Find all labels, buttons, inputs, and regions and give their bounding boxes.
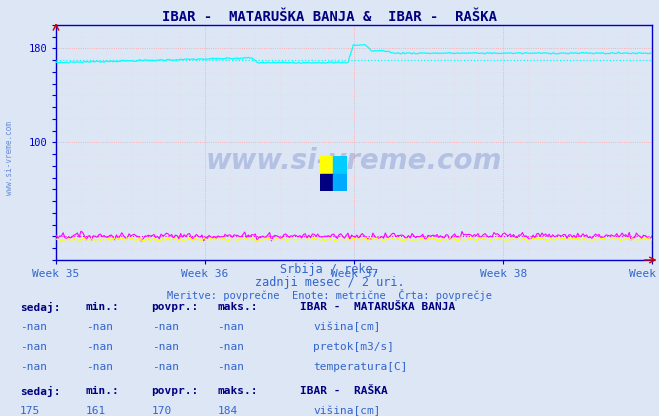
Text: -nan: -nan — [86, 362, 113, 371]
Text: www.si-vreme.com: www.si-vreme.com — [206, 147, 502, 175]
Text: -nan: -nan — [217, 322, 244, 332]
Text: sedaj:: sedaj: — [20, 302, 60, 313]
Text: povpr.:: povpr.: — [152, 302, 199, 312]
Bar — [333, 156, 347, 174]
Text: višina[cm]: višina[cm] — [313, 322, 380, 332]
Text: višina[cm]: višina[cm] — [313, 406, 380, 416]
Text: 175: 175 — [20, 406, 40, 416]
Text: IBAR -  MATARUŠKA BANJA &  IBAR -  RAŠKA: IBAR - MATARUŠKA BANJA & IBAR - RAŠKA — [162, 10, 497, 25]
Text: Meritve: povprečne  Enote: metrične  Črta: povprečje: Meritve: povprečne Enote: metrične Črta:… — [167, 289, 492, 301]
Text: min.:: min.: — [86, 386, 119, 396]
Bar — [320, 174, 333, 191]
Text: IBAR -  MATARUŠKA BANJA: IBAR - MATARUŠKA BANJA — [300, 302, 455, 312]
Bar — [333, 174, 347, 191]
Text: -nan: -nan — [20, 362, 47, 371]
Text: maks.:: maks.: — [217, 386, 258, 396]
Text: IBAR -  RAŠKA: IBAR - RAŠKA — [300, 386, 387, 396]
Text: povpr.:: povpr.: — [152, 386, 199, 396]
Text: -nan: -nan — [217, 362, 244, 371]
Text: min.:: min.: — [86, 302, 119, 312]
Text: -nan: -nan — [152, 322, 179, 332]
Text: zadnji mesec / 2 uri.: zadnji mesec / 2 uri. — [254, 276, 405, 289]
Bar — [320, 156, 333, 174]
Text: 184: 184 — [217, 406, 238, 416]
Text: -nan: -nan — [152, 342, 179, 352]
Text: -nan: -nan — [86, 342, 113, 352]
Text: -nan: -nan — [20, 322, 47, 332]
Text: www.si-vreme.com: www.si-vreme.com — [5, 121, 14, 195]
Text: 170: 170 — [152, 406, 172, 416]
Text: 161: 161 — [86, 406, 106, 416]
Text: -nan: -nan — [217, 342, 244, 352]
Text: -nan: -nan — [86, 322, 113, 332]
Text: -nan: -nan — [152, 362, 179, 371]
Text: pretok[m3/s]: pretok[m3/s] — [313, 342, 394, 352]
Text: -nan: -nan — [20, 342, 47, 352]
Text: Srbija / reke.: Srbija / reke. — [279, 263, 380, 276]
Text: temperatura[C]: temperatura[C] — [313, 362, 407, 371]
Text: maks.:: maks.: — [217, 302, 258, 312]
Text: sedaj:: sedaj: — [20, 386, 60, 397]
